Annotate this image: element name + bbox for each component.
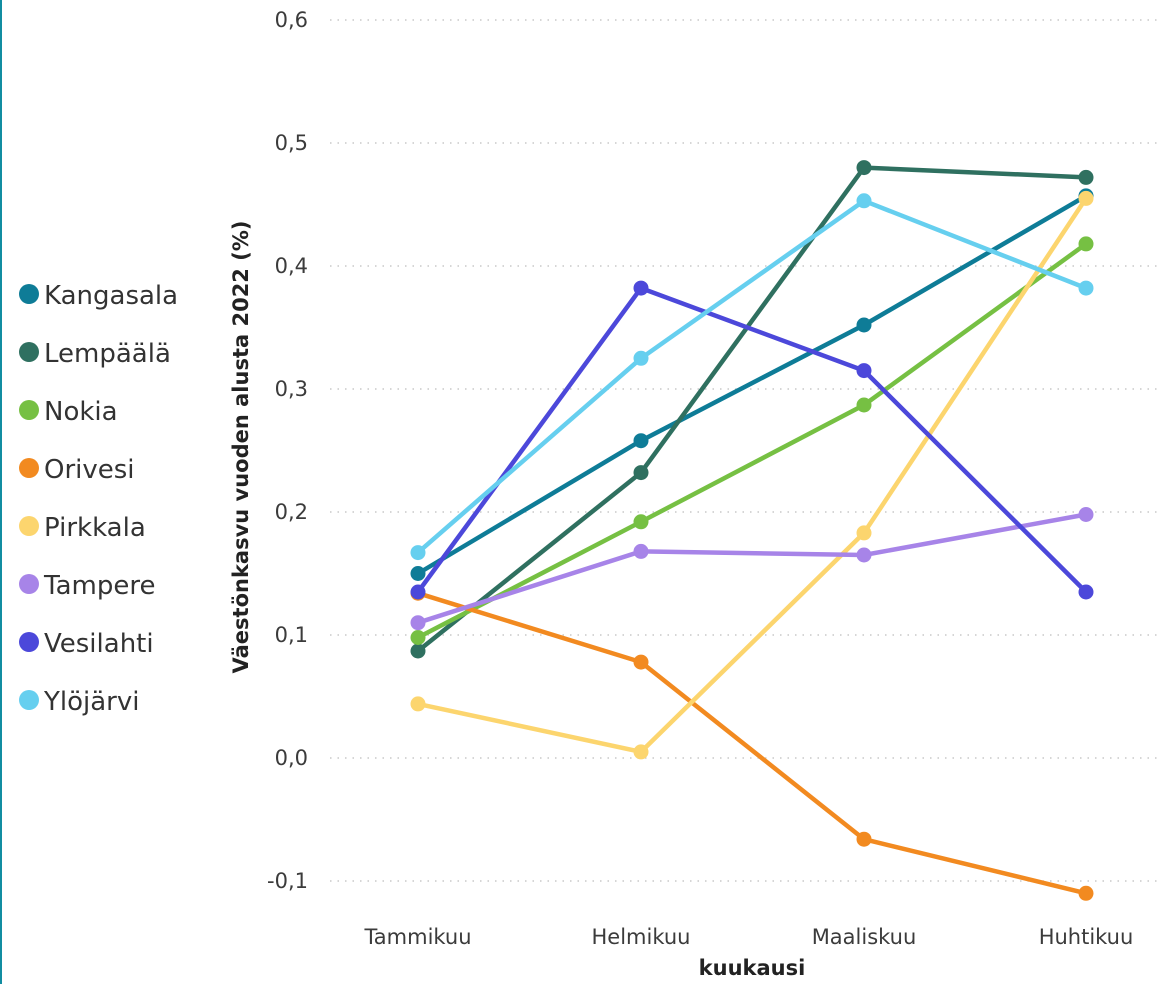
x-tick-label: Helmikuu	[592, 925, 691, 949]
legend-marker-nokia	[19, 400, 39, 420]
legend-marker-kangasala	[19, 284, 39, 304]
data-point-kangasala	[633, 433, 649, 449]
x-tick-label: Huhtikuu	[1039, 925, 1134, 949]
data-point-vesilahti	[1078, 584, 1094, 600]
y-tick-label: 0,1	[275, 623, 308, 647]
y-tick-label: 0,6	[275, 8, 308, 32]
series-line-pirkkala	[415, 196, 1089, 755]
grid	[330, 19, 1160, 882]
data-point-ylöjärvi	[856, 193, 872, 209]
data-point-nokia	[856, 397, 872, 413]
data-point-vesilahti	[633, 280, 649, 296]
series-lines	[415, 165, 1089, 896]
data-point-kangasala	[410, 566, 426, 581]
legend-label-ylöjärvi: Ylöjärvi	[43, 687, 139, 717]
data-point-ylöjärvi	[410, 545, 426, 561]
y-axis-title: Väestönkasvu vuoden alusta 2022 (%)	[229, 221, 253, 674]
legend-marker-lempäälä	[19, 342, 39, 362]
data-point-ylöjärvi	[1078, 280, 1094, 296]
data-point-orivesi	[1078, 885, 1094, 901]
legend: Kangasala Lempäälä Nokia Orivesi Pirkkala Tam…	[19, 281, 178, 717]
y-tick-label: 0,2	[275, 500, 308, 524]
data-point-tampere	[1078, 507, 1094, 522]
data-point-orivesi	[856, 831, 872, 847]
series-line-kangasala	[415, 193, 1089, 576]
data-point-vesilahti	[410, 584, 426, 600]
x-tick-label: Maaliskuu	[812, 925, 917, 949]
data-point-vesilahti	[856, 363, 872, 379]
data-point-tampere	[410, 615, 426, 631]
series-line-tampere	[415, 512, 1089, 625]
y-axis-ticks: -0,1 0,0 0,1 0,2 0,3 0,4 0,5 0,6	[267, 8, 308, 893]
series-line-nokia	[415, 241, 1089, 640]
legend-label-lempäälä: Lempäälä	[44, 339, 171, 369]
data-point-pirkkala	[1078, 190, 1094, 206]
series-line-lempäälä	[415, 165, 1089, 654]
data-point-tampere	[856, 547, 872, 563]
legend-label-kangasala: Kangasala	[44, 281, 178, 311]
legend-label-vesilahti: Vesilahti	[44, 629, 154, 659]
legend-marker-orivesi	[19, 458, 39, 478]
legend-label-pirkkala: Pirkkala	[44, 513, 146, 543]
data-point-lempäälä	[1078, 169, 1094, 185]
legend-label-tampere: Tampere	[43, 571, 155, 601]
x-tick-label: Tammikuu	[363, 925, 471, 949]
data-point-lempäälä	[633, 465, 649, 481]
data-point-nokia	[633, 514, 649, 530]
data-point-kangasala	[856, 317, 872, 333]
y-tick-label: 0,3	[275, 377, 308, 401]
x-axis-title: kuukausi	[699, 956, 806, 980]
data-point-pirkkala	[633, 744, 649, 760]
left-edge-border	[0, 0, 2, 984]
data-point-orivesi	[633, 654, 649, 670]
legend-marker-tampere	[19, 574, 39, 594]
data-point-pirkkala	[856, 525, 872, 541]
series-points	[410, 160, 1094, 901]
legend-marker-ylöjärvi	[19, 690, 39, 710]
series-line-ylöjärvi	[415, 198, 1089, 555]
legend-label-orivesi: Orivesi	[44, 455, 135, 485]
series-line-orivesi	[415, 590, 1089, 896]
data-point-pirkkala	[410, 696, 426, 712]
y-tick-label: 0,5	[275, 131, 308, 155]
y-tick-label: 0,4	[275, 254, 308, 278]
data-point-nokia	[410, 630, 426, 645]
y-tick-label: -0,1	[267, 869, 308, 893]
legend-marker-pirkkala	[19, 516, 39, 536]
x-axis-ticks: Tammikuu Helmikuu Maaliskuu Huhtikuu	[363, 925, 1133, 949]
data-point-lempäälä	[410, 643, 426, 659]
legend-marker-vesilahti	[19, 632, 39, 652]
legend-label-nokia: Nokia	[44, 397, 118, 427]
data-point-lempäälä	[856, 160, 872, 176]
data-point-tampere	[633, 543, 649, 559]
data-point-ylöjärvi	[633, 350, 649, 366]
series-line-vesilahti	[415, 285, 1089, 595]
data-point-nokia	[1078, 236, 1094, 252]
y-tick-label: 0,0	[275, 746, 308, 770]
